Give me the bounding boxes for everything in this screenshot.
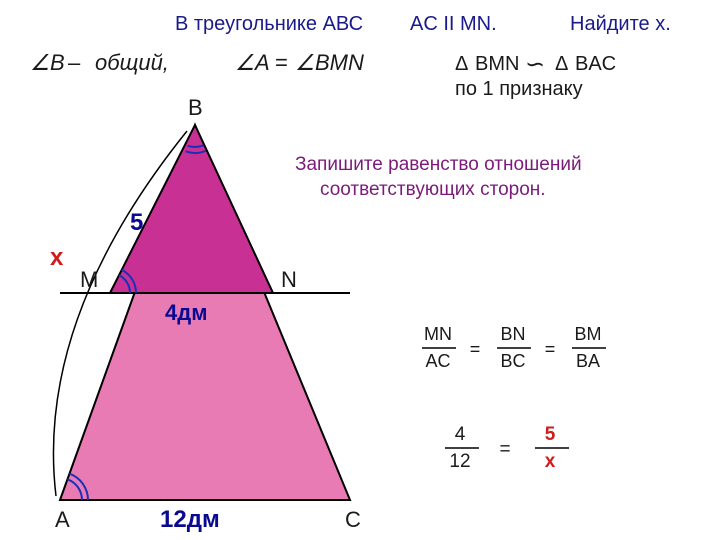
nr-eq: = <box>499 439 510 460</box>
label-m: M <box>80 267 98 292</box>
sim-right: BAC <box>575 53 616 75</box>
angle-a-symbol: ∠ <box>235 50 255 75</box>
ratio-f1-bot: AC <box>425 351 450 371</box>
ratio-eq2: = <box>545 339 556 359</box>
delta-left: Δ <box>455 53 468 75</box>
nr-f1-top: 4 <box>455 424 466 445</box>
label-c: C <box>345 507 361 532</box>
ratio-f1-top: MN <box>424 324 452 344</box>
instruction-l1: Запишите равенство отношений <box>295 154 582 175</box>
angle-b-common: общий, <box>95 50 169 75</box>
label-mn-length: 4дм <box>165 300 207 325</box>
ratio-f3-bot: BA <box>576 351 600 371</box>
angle-bmn: BMN <box>315 50 364 75</box>
label-x: x <box>50 244 64 271</box>
angle-a-letter: A <box>253 50 270 75</box>
ratio-f2-bot: BC <box>500 351 525 371</box>
label-a: A <box>55 507 70 532</box>
numeric-ratio: 4 12 = 5 x <box>445 424 569 472</box>
title-part2: AC II MN. <box>410 13 497 35</box>
angle-a-eq: = <box>275 50 288 75</box>
label-n: N <box>281 267 297 292</box>
sim-left: BMN <box>475 53 519 75</box>
nr-f2-top: 5 <box>545 424 556 445</box>
ratio-f2-top: BN <box>500 324 525 344</box>
delta-right: Δ <box>555 53 568 75</box>
label-bm-length: 5 <box>130 209 143 236</box>
instruction-l2: соответствующих сторон. <box>320 179 546 200</box>
label-b: B <box>188 95 203 120</box>
title-part1: В треугольнике АВС <box>175 13 363 35</box>
similar-sign: ∽ <box>525 51 545 78</box>
angle-b-symbol: ∠ <box>30 50 50 75</box>
nr-f2-bot: x <box>545 451 556 472</box>
angle-b-dash: – <box>68 50 81 75</box>
angle-bmn-symbol: ∠ <box>295 50 315 75</box>
label-ac-length: 12дм <box>160 506 220 533</box>
nr-f1-bot: 12 <box>449 451 470 472</box>
ratio-f3-top: BM <box>575 324 602 344</box>
ratio-eq1: = <box>470 339 481 359</box>
ratio-equation: MN AC = BN BC = BM BA <box>422 324 606 371</box>
title-part3: Найдите х. <box>570 13 671 35</box>
similarity-reason: по 1 признаку <box>455 78 583 100</box>
angle-b-letter: B <box>50 50 65 75</box>
